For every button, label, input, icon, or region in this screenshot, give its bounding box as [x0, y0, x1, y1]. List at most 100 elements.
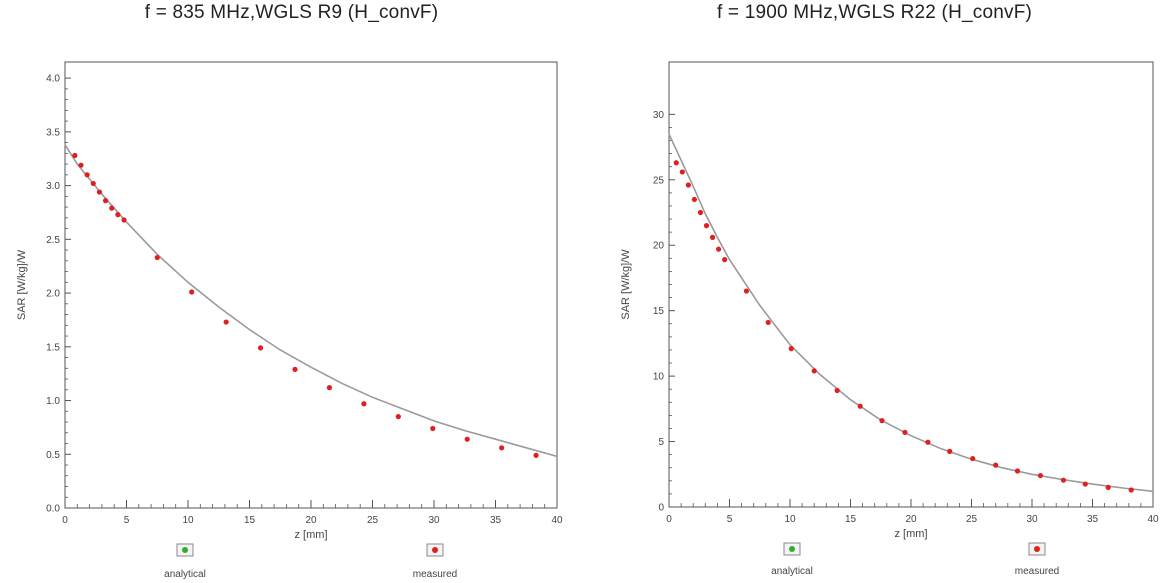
- y-tick-label: 20: [653, 241, 665, 252]
- data-point-measured: [96, 189, 103, 195]
- legend-marker-analytical: [789, 546, 795, 552]
- x-tick-label: 40: [551, 515, 563, 526]
- data-point-measured: [90, 180, 96, 187]
- chart-plot-1900mhz: 0 5 10 15 20 25 30 0 5 10 15 20 25 30 35 40 z [mm] SAR [W…: [620, 61, 1159, 577]
- x-tick-label: 5: [124, 515, 130, 526]
- data-point-measured: [72, 152, 78, 159]
- data-point-measured: [970, 455, 976, 462]
- series-line-analytical: [668, 133, 1154, 493]
- plot-frame: [64, 61, 558, 509]
- y-tick-label: 2.0: [46, 289, 60, 300]
- data-point-measured: [993, 462, 999, 468]
- x-tick-label: 0: [62, 515, 68, 526]
- x-axis-label: z [mm]: [295, 529, 328, 541]
- legend-label-analytical: analytical: [164, 569, 206, 580]
- y-tick-label: 0.5: [46, 450, 60, 461]
- data-point-measured: [743, 288, 750, 294]
- x-tick-label: 30: [1026, 514, 1038, 525]
- data-point-measured: [1105, 484, 1111, 490]
- data-point-measured: [673, 160, 679, 166]
- data-point-measured: [1128, 487, 1134, 493]
- data-point-measured: [1014, 468, 1021, 474]
- data-point-measured: [1082, 481, 1088, 487]
- data-point-measured: [154, 254, 160, 261]
- y-tick-label: 3.0: [46, 181, 60, 192]
- y-tick-label: 3.5: [46, 127, 60, 138]
- data-point-measured: [697, 209, 704, 216]
- y-tick-label: 0: [658, 503, 664, 514]
- data-point-measured: [709, 234, 716, 240]
- data-point-measured: [1037, 472, 1044, 479]
- data-point-measured: [925, 439, 931, 445]
- y-tick-label: 1.0: [46, 396, 60, 407]
- x-axis-label: z [mm]: [895, 528, 928, 540]
- data-point-measured: [703, 223, 710, 229]
- x-tick-label: 10: [182, 515, 194, 526]
- data-point-measured: [115, 212, 121, 218]
- data-point-measured: [691, 196, 698, 203]
- x-tick-label: 25: [367, 515, 379, 526]
- data-point-measured: [361, 401, 367, 407]
- data-point-measured: [685, 182, 691, 188]
- y-tick-label: 30: [653, 110, 665, 121]
- data-point-measured: [430, 425, 436, 432]
- x-tick-label: 15: [244, 515, 256, 526]
- x-tick-label: 25: [966, 514, 978, 525]
- y-tick-label: 5: [658, 437, 664, 448]
- x-tick-label: 20: [305, 515, 317, 526]
- data-point-measured: [857, 403, 863, 409]
- data-point-measured: [1060, 477, 1067, 483]
- y-tick-label: 15: [653, 306, 665, 317]
- y-axis-label: SAR [W/kg]/W: [16, 249, 28, 320]
- chart-plot-835mhz: 0.0 0.5 1.0 1.5 2.0 2.5 3.0 3.5 4.0 0 5 10 15 20 25 30 3…: [16, 61, 563, 580]
- chart-panel-1900mhz: f = 1900 MHz,WGLS R22 (H_convF) 0 5 10 15 20…: [583, 0, 1166, 583]
- chart-panel-835mhz: f = 835 MHz,WGLS R9 (H_convF) 0.0 0.5 1.0 1…: [16, 2, 563, 580]
- series-line-analytical: [64, 144, 558, 458]
- x-tick-label: 10: [784, 514, 796, 525]
- data-point-measured: [902, 429, 908, 435]
- x-tick-label: 0: [666, 514, 672, 525]
- data-point-measured: [292, 366, 298, 372]
- data-point-measured: [499, 445, 505, 451]
- data-point-measured: [533, 452, 539, 458]
- legend-marker-measured: [432, 547, 438, 553]
- x-tick-label: 5: [727, 514, 733, 525]
- data-point-measured: [121, 217, 127, 223]
- data-point-measured: [765, 319, 771, 326]
- legend-marker-measured: [1034, 546, 1040, 552]
- data-point-measured: [679, 169, 685, 175]
- data-point-measured: [834, 387, 840, 394]
- legend-label-measured: measured: [413, 569, 457, 580]
- data-point-measured: [109, 205, 115, 211]
- data-point-measured: [326, 385, 333, 391]
- chart-title: f = 1900 MHz,WGLS R22 (H_convF): [716, 2, 1033, 23]
- data-point-measured: [84, 172, 90, 178]
- data-point-measured: [722, 257, 728, 263]
- y-tick-label: 10: [653, 372, 665, 383]
- data-point-measured: [257, 345, 264, 351]
- y-tick-label: 0.0: [46, 504, 60, 515]
- chart-title: f = 835 MHz,WGLS R9 (H_convF): [144, 2, 439, 23]
- data-point-measured: [879, 418, 885, 424]
- data-point-measured: [464, 436, 470, 442]
- data-point-measured: [189, 289, 195, 295]
- x-tick-label: 40: [1147, 514, 1159, 525]
- legend-label-measured: measured: [1015, 566, 1059, 577]
- x-tick-label: 35: [1087, 514, 1099, 525]
- data-point-measured: [716, 246, 722, 252]
- x-tick-label: 15: [845, 514, 857, 525]
- data-point-measured: [102, 198, 109, 204]
- legend-marker-analytical: [182, 547, 188, 553]
- x-tick-label: 20: [905, 514, 917, 525]
- x-tick-label: 30: [428, 515, 440, 526]
- y-tick-label: 2.5: [46, 235, 60, 246]
- plot-frame: [668, 61, 1154, 508]
- legend-label-analytical: analytical: [771, 566, 813, 577]
- y-tick-label: 1.5: [46, 342, 60, 353]
- data-point-measured: [223, 319, 229, 325]
- data-point-measured: [78, 162, 84, 168]
- x-tick-label: 35: [490, 515, 502, 526]
- data-point-measured: [811, 368, 817, 374]
- y-tick-label: 25: [653, 175, 665, 186]
- data-point-measured: [788, 346, 794, 352]
